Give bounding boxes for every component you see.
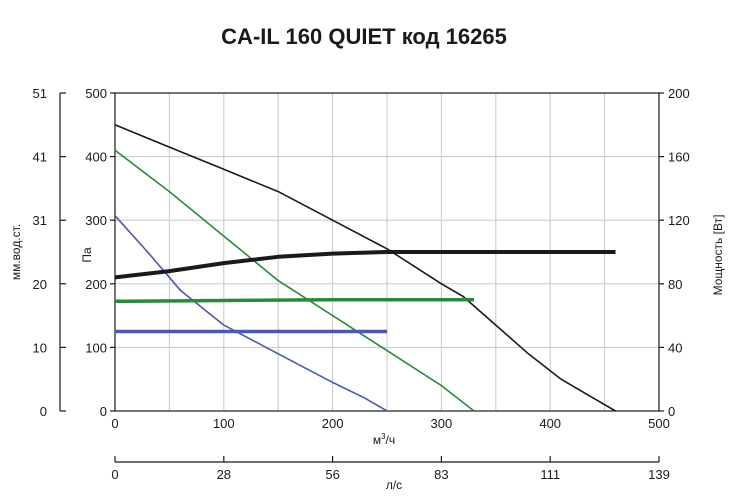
y-left2-tick-label: 20 (33, 277, 47, 292)
pressure-curve-2 (114, 215, 388, 412)
power-curve-3 (114, 250, 616, 280)
y-tick-label: 200 (85, 277, 107, 292)
y-left2-tick-label: 51 (33, 86, 47, 101)
y-tick-label: 100 (85, 340, 107, 355)
y-tick-label: 500 (85, 86, 107, 101)
y-right-tick-label: 40 (668, 340, 682, 355)
y-tick-label: 300 (85, 213, 107, 228)
y-right-tick-label: 120 (668, 213, 690, 228)
x-tick-label: 100 (213, 416, 235, 431)
x-tick-label: 200 (322, 416, 344, 431)
y-tick-label: 400 (85, 150, 107, 165)
chart-title: CA-IL 160 QUIET код 16265 (221, 24, 507, 49)
x-tick-label: 300 (431, 416, 453, 431)
y-right-tick-label: 160 (668, 150, 690, 165)
y-right-tick-label: 80 (668, 277, 682, 292)
x-axis-label-sup: 3 (381, 432, 386, 441)
y-left2-axis-label: мм.вод.ст. (9, 224, 23, 280)
y-tick-label: 0 (100, 404, 107, 419)
y-right-tick-label: 200 (668, 86, 690, 101)
y-axis-label: Па (80, 247, 94, 263)
x2-tick-label: 139 (648, 467, 670, 482)
pressure-curve-0 (114, 124, 616, 412)
y-left2-tick-label: 41 (33, 150, 47, 165)
x2-tick-label: 56 (325, 467, 339, 482)
x-tick-label: 0 (111, 416, 118, 431)
y-left2-tick-label: 31 (33, 213, 47, 228)
pressure-curve-1 (114, 149, 475, 412)
power-curve-4 (114, 297, 474, 304)
x-axis-label: м3/ч (373, 432, 395, 447)
x2-tick-label: 28 (217, 467, 231, 482)
curves (114, 124, 616, 412)
x2-tick-label: 83 (434, 467, 448, 482)
x2-tick-label: 111 (540, 467, 560, 482)
y-left2-tick-label: 0 (40, 404, 47, 419)
y-left2-tick-label: 10 (33, 340, 47, 355)
x2-tick-label: 0 (111, 467, 118, 482)
x2-axis-label: л/с (386, 478, 402, 492)
y-right-axis-label: Мощность [Вт] (711, 215, 725, 296)
x-tick-label: 500 (648, 416, 670, 431)
y-right-tick-label: 0 (668, 404, 675, 419)
x-tick-label: 400 (539, 416, 561, 431)
x-axis-label-tail: /ч (386, 433, 396, 447)
x-axis-label-main: м (373, 433, 381, 447)
